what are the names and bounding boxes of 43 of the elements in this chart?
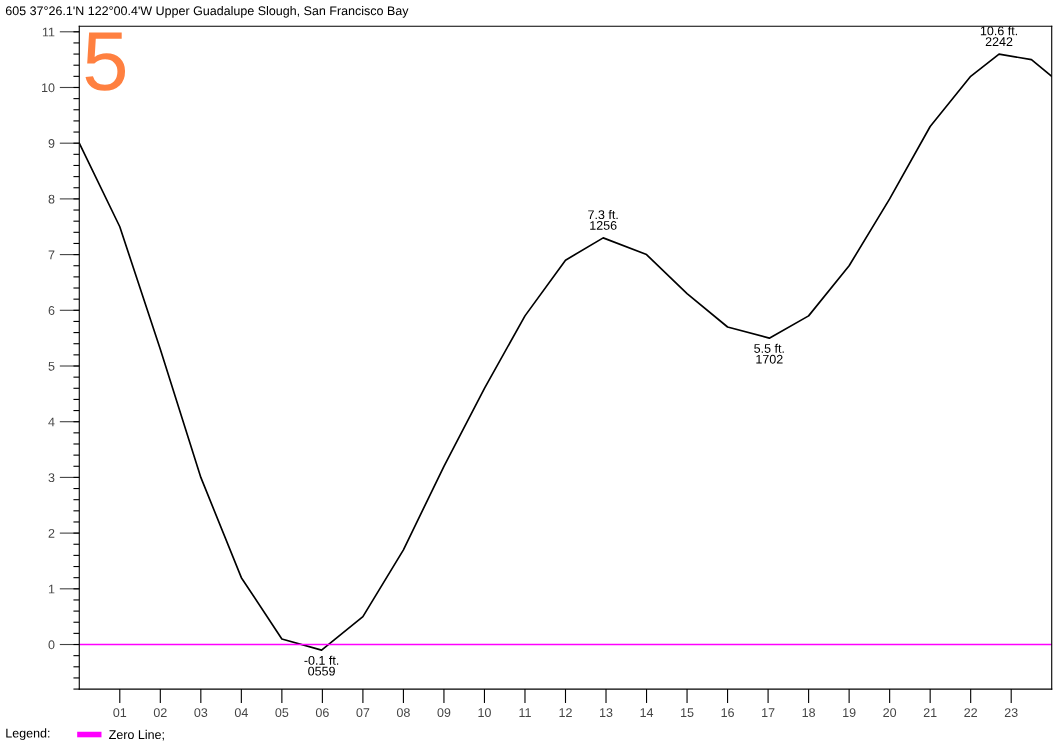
y-tick-label: 10 — [42, 83, 55, 93]
y-tick-label: 2 — [48, 528, 55, 538]
y-tick-label: 11 — [42, 27, 55, 37]
legend-label: Zero Line; — [109, 729, 164, 741]
x-tick-label: 05 — [275, 708, 289, 718]
annotation: 7.3 ft. 1256 — [588, 209, 618, 230]
x-tick-label: 03 — [194, 708, 208, 718]
x-tick-label: 13 — [600, 708, 613, 718]
x-tick-label: 10 — [478, 708, 491, 718]
annotation: 5.5 ft. 1702 — [754, 343, 784, 364]
annotation: 10.6 ft. 2242 — [980, 26, 1018, 46]
legend-title: Legend: — [6, 728, 50, 741]
x-tick-label: 21 — [923, 708, 937, 717]
x-tick-label: 18 — [802, 708, 816, 718]
x-tick-label: 19 — [843, 708, 856, 718]
y-tick-label: 0 — [48, 640, 55, 650]
x-tick-label: 06 — [315, 708, 329, 718]
x-tick-label: 15 — [681, 708, 694, 718]
x-tick-label: 02 — [153, 708, 167, 718]
y-tick-label: 7 — [48, 250, 55, 260]
x-tick-label: 04 — [234, 708, 248, 718]
y-tick-label: 3 — [48, 473, 55, 483]
x-tick-label: 17 — [762, 708, 775, 717]
y-tick-label: 4 — [48, 417, 55, 427]
x-tick-label: 23 — [1004, 708, 1018, 718]
annotation: -0.1 ft. 0559 — [304, 655, 339, 676]
y-tick-label: 8 — [48, 194, 55, 204]
x-tick-label: 22 — [964, 708, 977, 717]
x-tick-label: 16 — [721, 708, 734, 718]
annotation: 5 — [85, 32, 126, 91]
x-tick-label: 11 — [519, 708, 531, 717]
x-tick-label: 14 — [640, 708, 654, 717]
y-tick-label: 1 — [48, 584, 55, 594]
x-tick-label: 07 — [356, 708, 370, 718]
chart-title: 605 37°26.1'N 122°00.4'W Upper Guadalupe Slough, San Francisco Bay — [5, 5, 409, 18]
y-tick-label: 5 — [48, 361, 55, 371]
x-tick-label: 01 — [113, 708, 127, 718]
x-tick-label: 12 — [559, 708, 572, 717]
x-tick-label: 09 — [437, 708, 451, 718]
x-tick-label: 20 — [883, 708, 897, 718]
x-tick-label: 08 — [396, 708, 410, 718]
y-tick-label: 6 — [48, 306, 55, 315]
y-tick-label: 9 — [48, 138, 55, 148]
